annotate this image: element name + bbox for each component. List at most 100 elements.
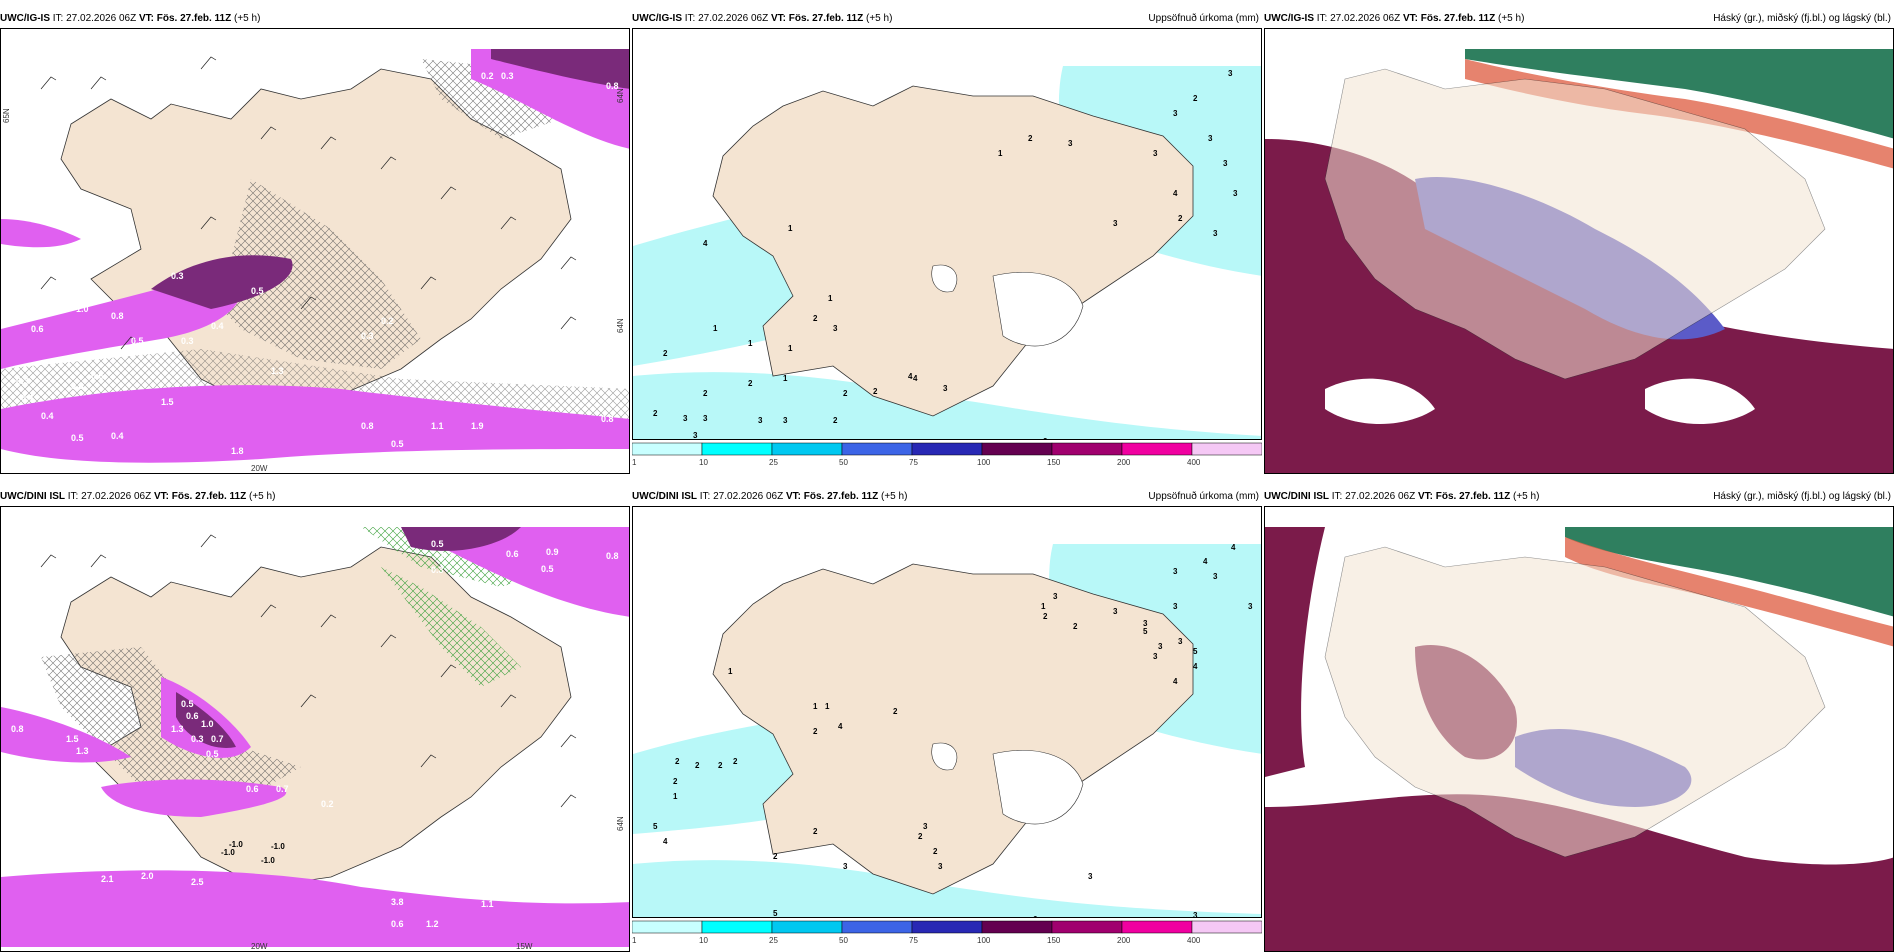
svg-text:3: 3 [1173,109,1178,118]
svg-text:2: 2 [748,379,753,388]
svg-text:0.6: 0.6 [91,371,104,381]
svg-text:20W: 20W [251,464,268,473]
svg-text:3: 3 [783,416,788,425]
svg-text:4: 4 [1231,543,1236,552]
svg-text:3: 3 [1213,229,1218,238]
precip-colorbar: 1 10 25 50 75 100 150 200 400 [631,920,1263,946]
svg-text:3: 3 [943,384,948,393]
colorbar-segment [1121,442,1193,456]
svg-text:2: 2 [1193,94,1198,103]
svg-text:2: 2 [1043,612,1048,621]
svg-text:1: 1 [783,374,788,383]
svg-text:0.3: 0.3 [361,331,374,341]
svg-text:-1.0: -1.0 [221,848,235,857]
svg-text:25: 25 [769,458,778,467]
svg-text:0.5: 0.5 [181,699,194,709]
svg-text:100: 100 [977,936,991,945]
svg-text:64N: 64N [616,88,625,103]
svg-text:3: 3 [1153,652,1158,661]
svg-text:0.8: 0.8 [111,311,124,321]
svg-text:0.7: 0.7 [276,784,289,794]
svg-text:2: 2 [1028,134,1033,143]
svg-text:3: 3 [758,416,763,425]
svg-text:0.8: 0.8 [71,381,84,391]
svg-text:1: 1 [825,702,830,711]
svg-text:4: 4 [703,239,708,248]
svg-text:2: 2 [663,349,668,358]
svg-text:2: 2 [933,847,938,856]
svg-text:150: 150 [1047,936,1061,945]
svg-text:3: 3 [1233,189,1238,198]
svg-text:200: 200 [1117,458,1131,467]
svg-text:3: 3 [1053,592,1058,601]
svg-text:1.9: 1.9 [471,421,484,431]
svg-text:0.5: 0.5 [131,336,144,346]
svg-text:0.9: 0.9 [546,547,559,557]
colorbar-segment [1191,442,1263,456]
svg-text:2: 2 [1043,437,1048,440]
svg-text:5: 5 [1193,647,1198,656]
svg-text:2: 2 [833,416,838,425]
svg-text:2: 2 [1073,622,1078,631]
panel-precip-row1: UWC/IG-IS IT: 27.02.2026 06Z VT: Fös. 27… [631,12,1263,472]
svg-text:400: 400 [1187,458,1201,467]
svg-text:1: 1 [632,936,637,945]
svg-text:3: 3 [1158,642,1163,651]
svg-text:1.1: 1.1 [431,421,444,431]
svg-text:2: 2 [675,757,680,766]
svg-text:0.3: 0.3 [431,565,444,575]
svg-text:2: 2 [813,827,818,836]
svg-text:2.1: 2.1 [101,874,114,884]
colorbar-segment [1121,920,1193,934]
svg-text:100: 100 [977,458,991,467]
precip-map[interactable]: 3 2 3 3 3 3 3 2 1 3 2 4 3 4 3 1 1 1 4 1 [632,28,1262,440]
svg-text:50: 50 [839,936,848,945]
svg-text:4: 4 [913,374,918,383]
wind-precip-map[interactable]: 0.8 0.2 0.3 0.5 0.3 0.5 1.0 0.6 0.8 0.3 … [0,28,630,474]
svg-text:0.5: 0.5 [96,216,109,226]
svg-text:2: 2 [918,832,923,841]
wind-precip-map[interactable]: 0.5 0.4 0.6 0.9 0.8 0.3 0.5 0.5 0.8 0.4 … [0,506,630,952]
svg-text:64N: 64N [616,816,625,831]
colorbar-segment [981,442,1053,456]
svg-text:2: 2 [673,777,678,786]
svg-text:4: 4 [1203,557,1208,566]
cloud-map[interactable] [1264,506,1894,952]
svg-text:2.5: 2.5 [191,877,204,887]
svg-text:5: 5 [1143,627,1148,636]
panel-header: UWC/DINI ISL IT: 27.02.2026 06Z VT: Fös.… [0,491,276,502]
cloud-map[interactable] [1264,28,1894,474]
colorbar-segment [631,442,703,456]
svg-text:400: 400 [1187,936,1201,945]
svg-text:1.6: 1.6 [581,891,594,901]
svg-text:3: 3 [683,414,688,423]
svg-text:3: 3 [703,414,708,423]
svg-text:0.5: 0.5 [71,433,84,443]
colorbar-segment [771,442,843,456]
svg-text:1.3: 1.3 [171,724,184,734]
svg-text:1: 1 [748,339,753,348]
precip-map[interactable]: 4 3 3 4 3 3 1 2 3 3 3 3 3 2 5 5 4 3 4 1 [632,506,1262,918]
svg-text:0.5: 0.5 [391,439,404,449]
svg-text:1: 1 [632,458,637,467]
svg-text:1: 1 [673,792,678,801]
svg-text:0.8: 0.8 [361,421,374,431]
colorbar-segment [841,442,913,456]
colorbar-segment [841,920,913,934]
svg-text:2: 2 [1178,214,1183,223]
svg-text:3: 3 [1113,219,1118,228]
svg-text:6: 6 [1033,915,1038,918]
svg-text:0.3: 0.3 [181,336,194,346]
svg-text:0.6: 0.6 [506,549,519,559]
svg-text:3: 3 [693,431,698,440]
panel-wind-precip-row2: UWC/DINI ISL IT: 27.02.2026 06Z VT: Fös.… [0,490,630,952]
svg-text:-1.0: -1.0 [229,840,243,849]
svg-text:15W: 15W [516,942,533,951]
svg-text:0.6: 0.6 [391,919,404,929]
panel-header: UWC/DINI ISL IT: 27.02.2026 06Z VT: Fös.… [1264,491,1891,502]
svg-text:3: 3 [1068,139,1073,148]
svg-text:1: 1 [1041,602,1046,611]
panel-header: UWC/DINI ISL IT: 27.02.2026 06Z VT: Fös.… [632,491,1259,502]
panel-cloud-row1: UWC/IG-IS IT: 27.02.2026 06Z VT: Fös. 27… [1264,12,1894,474]
panel-cloud-row2: UWC/DINI ISL IT: 27.02.2026 06Z VT: Fös.… [1264,490,1894,952]
